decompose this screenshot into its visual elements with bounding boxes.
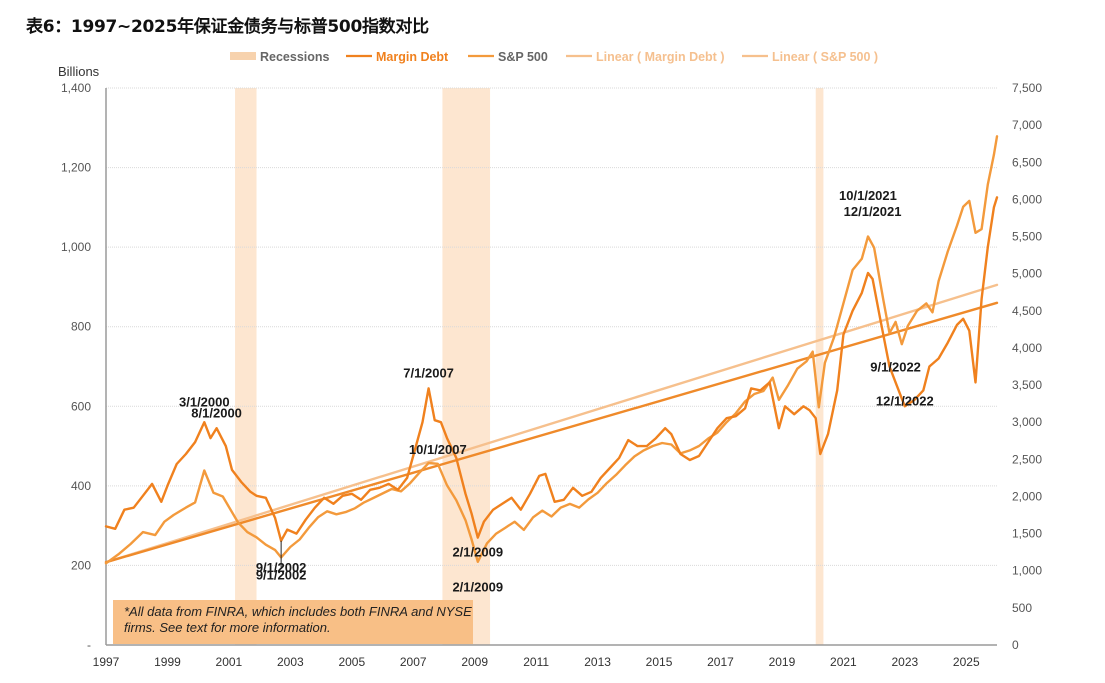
axes: - 200 400 600 800 1,000 1,200 1,400 Billions 0 500…	[58, 64, 1042, 669]
y2-tick-label: 4,500	[1012, 304, 1042, 318]
x-tick-label: 2025	[953, 655, 980, 669]
y2-tick-label: 1,000	[1012, 564, 1042, 578]
annotation-label: 9/1/2002	[256, 567, 307, 582]
x-tick-label: 2003	[277, 655, 304, 669]
y-tick-label: 600	[71, 399, 91, 413]
legend-item: Recessions	[230, 50, 330, 64]
recession-band	[815, 88, 824, 645]
x-tick-label: 2019	[769, 655, 796, 669]
y-tick-label: -	[87, 638, 91, 652]
y2-tick-label: 5,500	[1012, 230, 1042, 244]
legend-label: S&P 500	[498, 50, 548, 64]
margin-debt-line	[104, 196, 999, 542]
legend-item: S&P 500	[468, 50, 548, 64]
note-box	[113, 600, 473, 644]
y2-tick-label: 7,500	[1012, 81, 1042, 95]
y2-tick-label: 6,000	[1012, 192, 1042, 206]
x-tick-label: 2005	[338, 655, 365, 669]
y-tick-label: 200	[71, 558, 91, 572]
y2-tick-label: 4,000	[1012, 341, 1042, 355]
annotation-label: 7/1/2007	[403, 366, 454, 381]
x-tick-label: 2009	[461, 655, 488, 669]
x-tick-label: 1999	[154, 655, 181, 669]
x-tick-label: 1997	[93, 655, 120, 669]
x-tick-label: 2023	[891, 655, 918, 669]
annotation-label: 8/1/2000	[191, 405, 242, 420]
data-source-note: *All data from FINRA, which includes bot…	[124, 604, 472, 635]
annotation-label: 2/1/2009	[452, 545, 503, 560]
x-tick-label: 2011	[523, 655, 549, 669]
y2-tick-label: 3,000	[1012, 415, 1042, 429]
y2-tick-label: 7,000	[1012, 118, 1042, 132]
y2-tick-label: 2,000	[1012, 489, 1042, 503]
chart-title: 表6：1997~2025年保证金债务与标普500指数对比	[26, 17, 429, 37]
annotation-label: 12/1/2021	[844, 204, 902, 219]
y-tick-label: 800	[71, 320, 91, 334]
annotation-label: 10/1/2021	[839, 188, 897, 203]
y2-tick-label: 6,500	[1012, 155, 1042, 169]
y-tick-label: 1,200	[61, 161, 91, 175]
legend-swatch-band	[230, 52, 256, 60]
x-tick-label: 2013	[584, 655, 611, 669]
y-tick-label: 1,400	[61, 81, 91, 95]
y2-tick-label: 1,500	[1012, 527, 1042, 541]
linear-margin-debt-trendline	[104, 301, 999, 564]
x-tick-label: 2015	[646, 655, 673, 669]
y-tick-label: 400	[71, 479, 91, 493]
annotation-label: 9/1/2002	[256, 560, 307, 575]
linear-sp500-trendline	[104, 283, 999, 564]
y-tick-label: 1,000	[61, 240, 91, 254]
x-tick-label: 2001	[216, 655, 243, 669]
gridlines	[106, 87, 997, 646]
annotation-label: 12/1/2022	[876, 393, 934, 408]
y2-tick-label: 3,500	[1012, 378, 1042, 392]
y2-tick-label: 5,000	[1012, 267, 1042, 281]
recession-band	[235, 88, 257, 645]
x-tick-label: 2007	[400, 655, 427, 669]
legend-item: Margin Debt	[346, 50, 449, 64]
y2-tick-label: 2,500	[1012, 452, 1042, 466]
legend-label: Margin Debt	[376, 50, 449, 64]
x-tick-label: 2017	[707, 655, 734, 669]
annotation-label: 10/1/2007	[409, 442, 467, 457]
legend-item: Linear ( S&P 500 )	[742, 50, 878, 64]
legend-label: Recessions	[260, 50, 330, 64]
legend: Recessions Margin Debt S&P 500 Linear ( Mar…	[230, 50, 878, 64]
y-axis-label: Billions	[58, 64, 100, 79]
annotation-label: 9/1/2022	[870, 359, 921, 374]
legend-label: Linear ( S&P 500 )	[772, 50, 878, 64]
x-tick-label: 2021	[830, 655, 857, 669]
annotation-label: 2/1/2009	[452, 579, 503, 594]
legend-label: Linear ( Margin Debt )	[596, 50, 724, 64]
y2-tick-label: 0	[1012, 638, 1019, 652]
sp500-line	[104, 135, 999, 565]
y2-tick-label: 500	[1012, 601, 1032, 615]
annotation-label: 3/1/2000	[179, 394, 230, 409]
legend-item: Linear ( Margin Debt )	[566, 50, 724, 64]
series-lines	[104, 135, 999, 565]
